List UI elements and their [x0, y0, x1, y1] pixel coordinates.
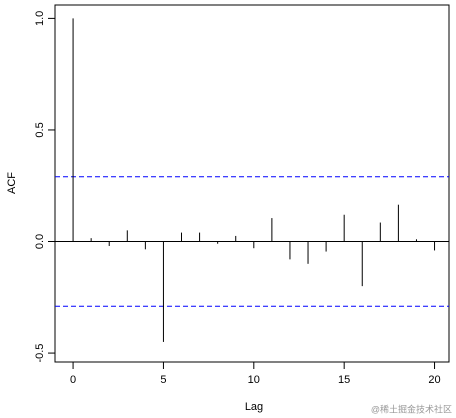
x-tick-label: 15	[338, 374, 350, 386]
x-axis-label: Lag	[245, 401, 263, 413]
watermark: @稀土掘金技术社区	[371, 403, 452, 414]
x-tick-label: 10	[248, 374, 260, 386]
x-tick-label: 0	[70, 374, 76, 386]
y-tick-label: -0.5	[34, 344, 46, 363]
y-axis-label: ACF	[6, 172, 18, 194]
y-tick-label: 0.5	[34, 122, 46, 137]
x-tick-label: 5	[160, 374, 166, 386]
plot-frame	[54, 4, 450, 363]
x-tick-label: 20	[428, 374, 440, 386]
y-tick-label: 0.0	[34, 234, 46, 249]
y-tick-label: 1.0	[34, 11, 46, 26]
